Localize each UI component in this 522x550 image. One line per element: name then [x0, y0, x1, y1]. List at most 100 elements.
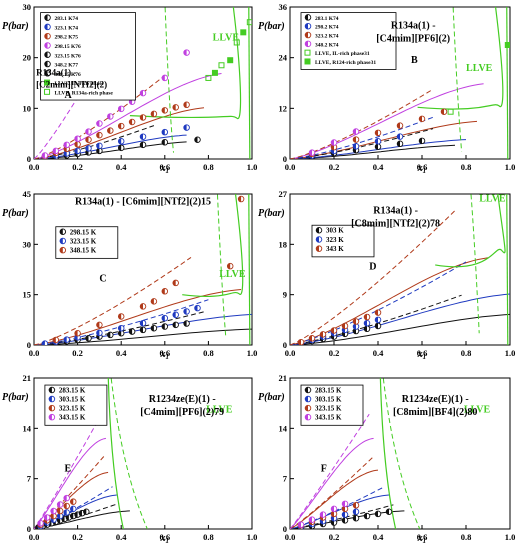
data-point-fill [63, 495, 67, 501]
y-tick-label: 7 [283, 474, 288, 484]
x-tick-label: 0.2 [329, 348, 340, 358]
data-point-fill [183, 320, 187, 327]
x-tick-label: 0.2 [72, 162, 83, 172]
legend-label: 323.15 K [315, 405, 342, 413]
data-point-fill [331, 506, 334, 512]
data-point [218, 62, 225, 69]
data-point-fill [342, 506, 345, 512]
llve-dashed-curve [382, 378, 421, 529]
legend-marker-fill [59, 247, 63, 253]
legend-label: 348.2 K74 [315, 42, 339, 48]
llve-label: LLVE [206, 405, 233, 416]
data-point-fill [85, 136, 89, 143]
model-curves [290, 194, 510, 345]
legend-label: 348.15 K [70, 247, 97, 255]
legend-label: 343.15 K [59, 414, 86, 422]
llve-vertical-curve [506, 7, 509, 159]
model-curve [290, 83, 484, 159]
legend-label: 343 K [326, 245, 344, 253]
model-curve-dashed [290, 504, 394, 529]
model-curve-dashed [34, 413, 103, 529]
series-green [447, 42, 510, 115]
data-point-fill [50, 513, 54, 519]
model-curve [290, 120, 478, 159]
chart-panel-e: 0.0 0.2 0.4 0.6 0.8 1.0 0 7 14 21 P(bar) x1 LLVE 283.… [2, 373, 257, 545]
data-point-fill [342, 517, 345, 524]
data-point-fill [172, 104, 176, 111]
legend-marker-fill [305, 23, 308, 30]
y-tick-label: 0 [27, 154, 31, 164]
data-point-fill [162, 315, 165, 321]
legend-label: 348.15 K76 [55, 72, 82, 78]
data-point-fill [118, 145, 122, 151]
y-tick-label: 45 [23, 189, 32, 199]
data-point-fill [85, 145, 89, 152]
model-curve-dashed [290, 456, 374, 529]
legend-marker-fill [44, 24, 48, 30]
data-point-fill [140, 327, 143, 333]
legend-label: 298.2 K75 [55, 35, 79, 41]
model-curve [34, 289, 242, 345]
y-axis-label: P(bar) [2, 21, 29, 32]
llve-dashed-curve [164, 7, 175, 153]
model-curves [290, 7, 510, 159]
legend-label: 303.15 K [59, 396, 86, 404]
data-point-fill [140, 90, 143, 96]
data-point-fill [140, 142, 143, 148]
data-point-fill [96, 330, 100, 336]
legend-label: LLVE, R134a-rich phase [55, 90, 114, 96]
legend-label: 348.2 K77 [55, 63, 79, 69]
legend-box [40, 12, 136, 101]
legend-box [300, 12, 397, 70]
y-tick-label: 0 [27, 340, 31, 350]
data-point-fill [63, 503, 67, 509]
llve-curve [435, 194, 506, 268]
plot-frame [289, 193, 511, 346]
data-point-fill [74, 141, 78, 148]
y-tick-label: 15 [23, 290, 32, 300]
data-point-fill [74, 330, 78, 337]
x-axis-label: x1 [417, 533, 427, 545]
data-point-fill [298, 521, 301, 528]
data-point-fill [162, 107, 165, 114]
x-tick-label: 0.0 [29, 348, 40, 358]
data-point-fill [83, 508, 87, 515]
x-tick-label: 0.4 [116, 532, 127, 542]
data-point-fill [353, 323, 356, 330]
data-point-fill [151, 298, 154, 305]
panel-letter: E [65, 464, 72, 475]
x-tick-label: 0.2 [72, 532, 83, 542]
data-point-fill [118, 106, 122, 112]
data-point-fill [42, 152, 45, 159]
x-tick-label: 1.0 [247, 348, 258, 358]
x-tick-label: 0.4 [116, 348, 127, 358]
llve-vertical-curve [248, 7, 251, 159]
data-point-fill [172, 322, 176, 328]
data-point-fill [172, 312, 176, 318]
legend-label: 323.1 K74 [55, 25, 79, 31]
data-point-fill [53, 337, 56, 343]
data-point-fill [118, 330, 122, 337]
llve-dashed-curve [216, 194, 227, 338]
x-tick-label: 0.2 [329, 532, 340, 542]
legend-marker-fill [49, 387, 52, 393]
data-point-fill [53, 148, 56, 154]
legend-label: 323.15 K [59, 405, 86, 413]
x-axis-label: x1 [417, 163, 427, 175]
legend-label: 343.15 K [315, 414, 342, 422]
legend-marker-fill [44, 51, 48, 58]
x-tick-label: 1.0 [247, 162, 258, 172]
legend-label: LLVE, R124-rich phase31 [315, 60, 376, 66]
y-tick-label: 10 [23, 103, 32, 113]
llve-dashed-curve [452, 7, 463, 152]
data-point-fill [227, 263, 231, 269]
data-point [447, 108, 454, 115]
model-curve [34, 437, 106, 529]
series-magenta [297, 500, 349, 528]
panel-letter: D [369, 262, 376, 273]
legend-marker [44, 79, 51, 86]
x-tick-label: 0.0 [29, 162, 40, 172]
y-tick-label: 14 [279, 423, 288, 433]
data-point-fill [353, 136, 356, 143]
chart-title: [C8mim][BF4](2)80 [393, 407, 477, 418]
